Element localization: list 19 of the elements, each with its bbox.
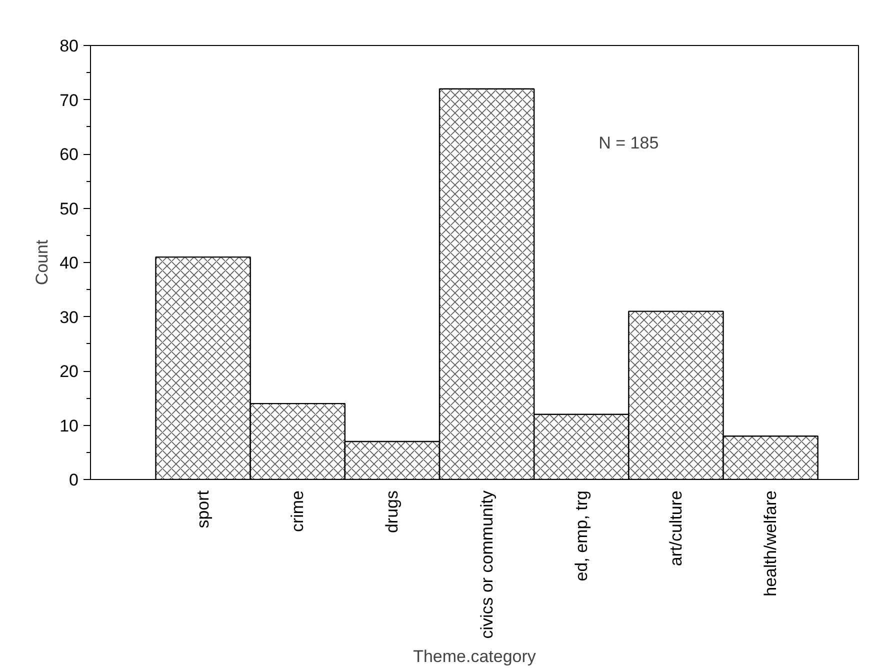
x-tick-label: art/culture [666, 490, 686, 566]
x-tick-label: health/welfare [761, 490, 780, 596]
x-tick-label: drugs [382, 490, 402, 534]
y-tick-label: 30 [60, 308, 79, 327]
y-tick-label: 60 [60, 145, 79, 164]
y-tick-label: 80 [60, 36, 79, 56]
y-tick-label: 40 [60, 254, 79, 272]
y-tick-label: 70 [60, 90, 79, 110]
y-tick-label: 10 [60, 416, 79, 436]
x-tick-label: sport [194, 490, 213, 528]
y-tick-label: 20 [60, 362, 79, 381]
x-axis-title: Theme.category [413, 646, 536, 666]
y-tick-label: 50 [60, 199, 79, 218]
annotation: N = 185 [598, 134, 659, 153]
x-tick-label: civics or community [477, 490, 496, 639]
x-tick-label: crime [288, 490, 308, 532]
y-tick-label: 0 [69, 470, 79, 490]
y-axis-title: Count [32, 240, 52, 286]
x-tick-label: ed, emp, trg [572, 490, 591, 582]
